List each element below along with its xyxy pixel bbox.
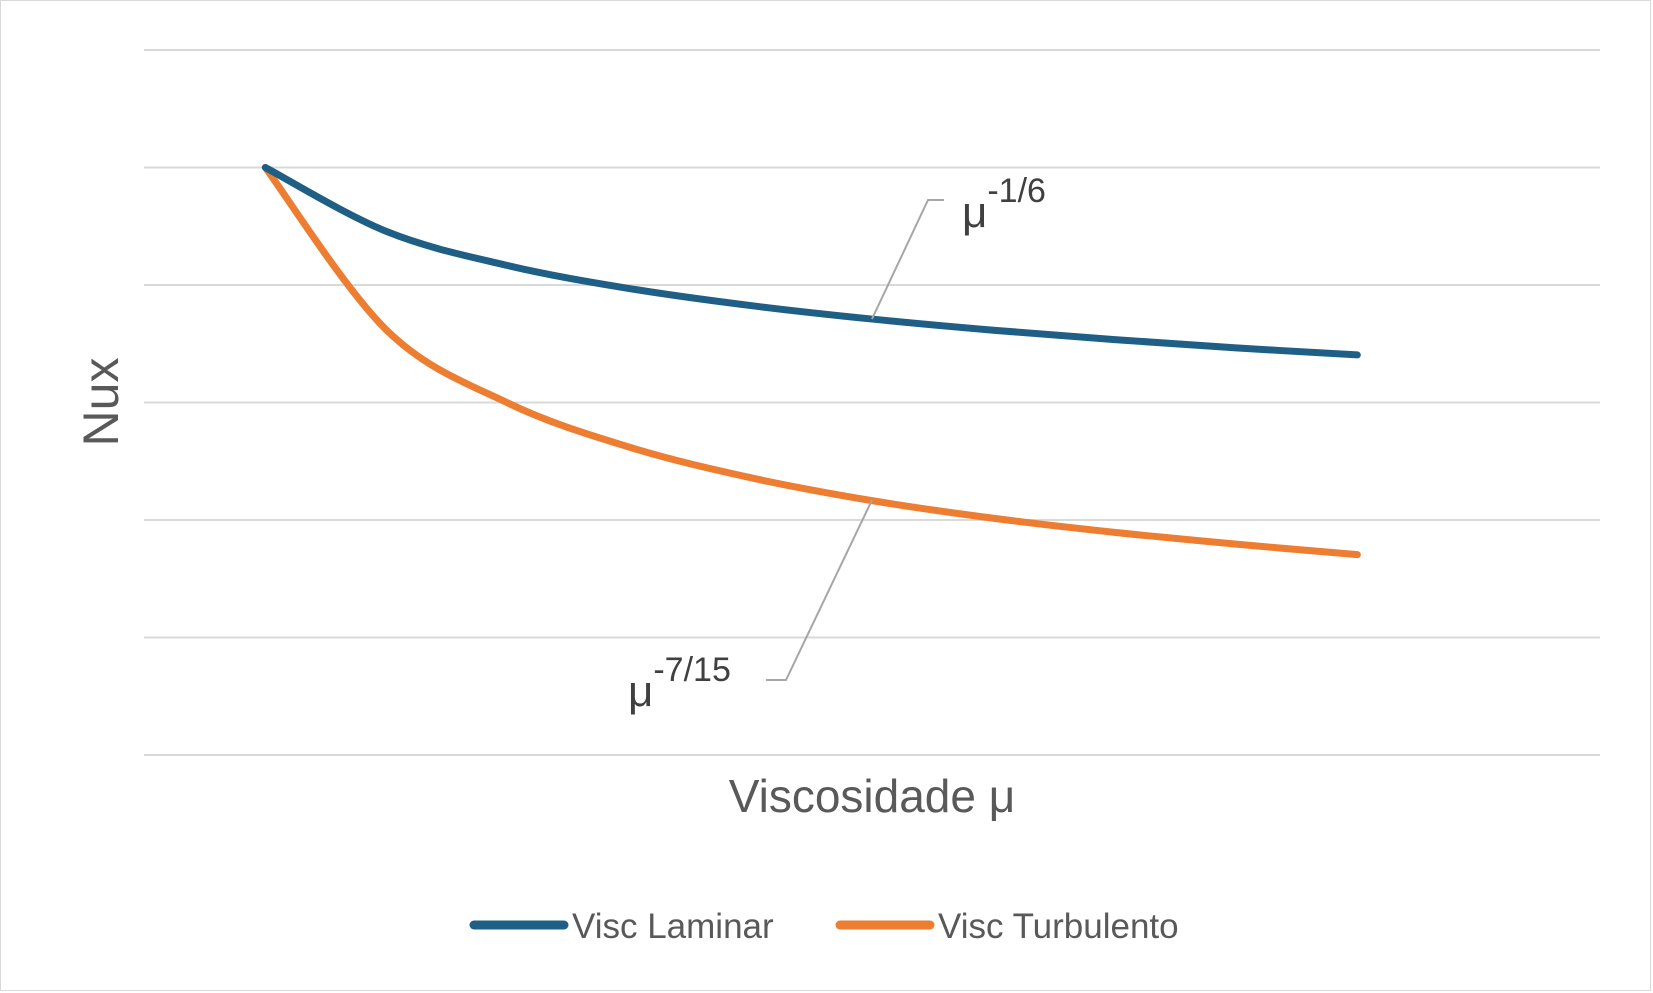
annotation-laminar-exponent: -1/6 — [987, 172, 1046, 210]
x-axis-title: Viscosidade μ — [729, 770, 1016, 822]
annotation-laminar-base: μ — [962, 188, 987, 237]
y-axis-title: Nux — [73, 358, 129, 447]
annotation-turbulento-base: μ — [628, 667, 653, 716]
legend-label-turbulento: Visc Turbulento — [938, 907, 1179, 946]
annotation-leader-turbulento — [766, 499, 873, 681]
gridlines — [144, 49, 1600, 756]
series-lines — [261, 164, 1361, 559]
series-line-laminar — [261, 164, 1361, 359]
legend: Visc Laminar Visc Turbulento — [469, 907, 1179, 946]
legend-label-laminar: Visc Laminar — [572, 907, 774, 946]
annotation-turbulento: μ-7/15 — [628, 651, 731, 716]
series-line-turbulento — [261, 164, 1361, 559]
annotation-leader-laminar — [871, 199, 944, 320]
annotation-turbulento-exponent: -7/15 — [653, 651, 731, 689]
annotation-laminar: μ-1/6 — [962, 172, 1046, 237]
